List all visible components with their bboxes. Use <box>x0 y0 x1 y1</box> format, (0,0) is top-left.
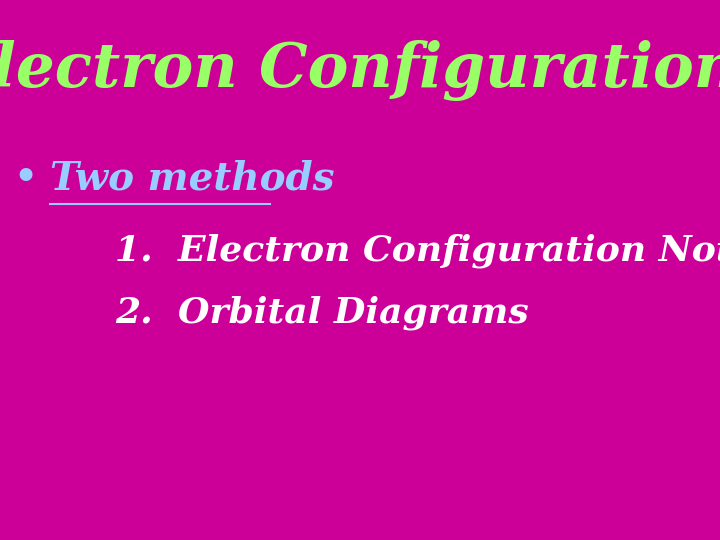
Text: •: • <box>12 157 38 200</box>
Text: Two methods: Two methods <box>50 159 335 197</box>
Text: 2.  Orbital Diagrams: 2. Orbital Diagrams <box>115 296 529 330</box>
Text: 1.  Electron Configuration Notation: 1. Electron Configuration Notation <box>115 234 720 268</box>
Text: Electron Configurations: Electron Configurations <box>0 40 720 100</box>
